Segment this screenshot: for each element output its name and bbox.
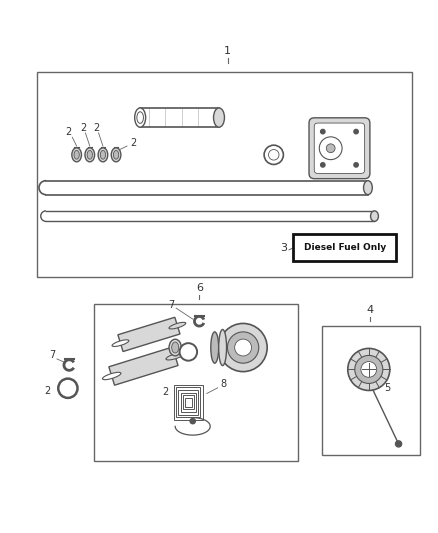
Bar [37, 71, 412, 278]
Ellipse shape [87, 150, 92, 159]
Text: 2: 2 [44, 385, 50, 395]
Bar [178, 390, 198, 415]
Bar [183, 395, 194, 409]
Ellipse shape [112, 340, 129, 346]
Circle shape [190, 418, 195, 424]
Text: 2: 2 [80, 123, 86, 133]
Bar [185, 398, 192, 407]
Circle shape [264, 145, 283, 165]
Circle shape [321, 163, 325, 167]
Text: 2: 2 [93, 123, 99, 133]
Ellipse shape [85, 148, 95, 162]
Circle shape [321, 130, 325, 134]
Circle shape [235, 339, 251, 356]
Ellipse shape [100, 150, 106, 159]
Ellipse shape [74, 150, 79, 159]
Text: 2: 2 [162, 387, 169, 397]
FancyBboxPatch shape [309, 118, 370, 179]
Circle shape [58, 378, 78, 398]
Bar [293, 234, 396, 261]
Ellipse shape [102, 373, 121, 379]
Text: 6: 6 [196, 283, 203, 293]
FancyBboxPatch shape [314, 123, 364, 173]
Circle shape [355, 356, 383, 383]
Ellipse shape [72, 148, 81, 162]
Text: 8: 8 [220, 379, 226, 389]
Ellipse shape [364, 181, 372, 195]
Circle shape [180, 343, 197, 361]
Circle shape [219, 324, 267, 372]
Circle shape [354, 130, 358, 134]
Ellipse shape [219, 329, 226, 366]
Ellipse shape [169, 322, 186, 329]
Text: 7: 7 [49, 350, 56, 360]
Bar [180, 393, 196, 412]
Ellipse shape [135, 108, 145, 127]
Circle shape [326, 144, 335, 152]
Ellipse shape [371, 211, 378, 221]
Ellipse shape [172, 342, 179, 353]
Ellipse shape [98, 148, 108, 162]
Text: 3: 3 [280, 243, 287, 253]
Circle shape [361, 361, 377, 377]
Circle shape [319, 137, 342, 159]
Text: 2: 2 [65, 127, 71, 137]
Ellipse shape [111, 148, 121, 162]
Text: 2: 2 [131, 138, 137, 148]
Ellipse shape [113, 150, 119, 159]
Text: 4: 4 [367, 305, 374, 314]
Ellipse shape [169, 339, 181, 356]
Bar [322, 326, 420, 455]
Text: 5: 5 [385, 383, 391, 393]
Ellipse shape [166, 353, 184, 360]
Text: Diesel Fuel Only: Diesel Fuel Only [304, 243, 386, 252]
Circle shape [354, 163, 358, 167]
Bar [174, 385, 202, 420]
Text: 7: 7 [168, 300, 174, 310]
Circle shape [227, 332, 259, 363]
Polygon shape [118, 317, 180, 352]
Circle shape [396, 441, 402, 447]
Ellipse shape [211, 332, 219, 363]
Ellipse shape [214, 108, 224, 127]
Bar [94, 304, 298, 462]
Circle shape [348, 349, 390, 391]
Polygon shape [109, 347, 178, 385]
Text: 1: 1 [224, 46, 231, 56]
Bar [176, 387, 201, 417]
